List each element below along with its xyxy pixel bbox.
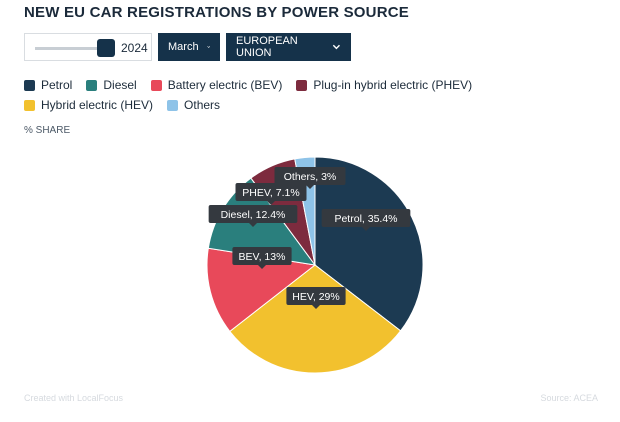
legend-item-others[interactable]: Others (167, 98, 220, 112)
data-label-others: Others, 3% (274, 167, 346, 189)
year-slider[interactable]: 2024 (24, 33, 152, 61)
legend-swatch (296, 79, 308, 91)
data-label-text: HEV, 29% (292, 291, 339, 303)
legend-label: Others (184, 98, 221, 112)
data-label-box (232, 247, 292, 265)
region-dropdown[interactable]: EUROPEAN UNION (226, 33, 351, 61)
legend-label: Battery electric (BEV) (167, 78, 283, 92)
unit-label: % SHARE (24, 125, 71, 136)
pie-slice-hev[interactable] (229, 264, 402, 374)
data-label-pointer (267, 201, 275, 205)
legend-item-hev[interactable]: Hybrid electric (HEV) (24, 98, 153, 112)
credit-text: Created with LocalFocus (24, 393, 124, 403)
data-label-diesel: Diesel, 12.4% (208, 205, 298, 227)
legend-swatch (86, 79, 98, 91)
data-label-pointer (312, 305, 320, 309)
filter-controls: 2024 March EUROPEAN UNION (24, 33, 351, 61)
legend-label: Petrol (41, 78, 73, 92)
region-dropdown-label: EUROPEAN UNION (236, 35, 298, 59)
data-label-box (321, 209, 411, 227)
legend-swatch (150, 79, 162, 91)
data-label-text: Others, 3% (284, 171, 337, 183)
legend-item-bev[interactable]: Battery electric (BEV) (150, 78, 283, 92)
pie-slice-petrol[interactable] (314, 156, 424, 332)
month-dropdown[interactable]: March (158, 33, 220, 61)
year-value: 2024 (121, 41, 148, 55)
data-label-box (286, 287, 346, 305)
source-text: Source: ACEA (540, 393, 598, 403)
legend-label: Hybrid electric (HEV) (41, 98, 154, 112)
chevron-down-icon (206, 46, 210, 48)
data-label-text: PHEV, 7.1% (242, 187, 299, 199)
legend-label: Diesel (103, 78, 137, 92)
legend-swatch (24, 99, 35, 111)
month-dropdown-label: March (168, 41, 199, 53)
data-label-phev: PHEV, 7.1% (235, 183, 307, 205)
data-label-bev: BEV, 13% (232, 247, 292, 269)
data-label-box (235, 183, 307, 201)
data-label-text: Diesel, 12.4% (221, 209, 286, 221)
data-label-pointer (362, 227, 370, 231)
legend-label: Plug-in hybrid electric (PHEV) (313, 78, 473, 92)
chevron-down-icon (333, 44, 341, 50)
data-label-text: BEV, 13% (239, 251, 286, 263)
data-label-box (208, 205, 298, 223)
data-label-hev: HEV, 29% (286, 287, 346, 309)
slider-track[interactable] (35, 47, 111, 50)
legend: Petrol Diesel Battery electric (BEV) Plu… (24, 78, 604, 112)
data-label-petrol: Petrol, 35.4% (321, 209, 411, 231)
data-label-pointer (306, 185, 314, 189)
data-label-box (274, 167, 346, 185)
legend-item-petrol[interactable]: Petrol (24, 78, 72, 92)
data-label-pointer (258, 265, 266, 269)
legend-swatch (24, 79, 35, 91)
pie-slice-bev[interactable] (206, 247, 317, 333)
legend-item-phev[interactable]: Plug-in hybrid electric (PHEV) (296, 78, 472, 92)
slider-handle[interactable] (97, 39, 115, 57)
data-label-text: Petrol, 35.4% (334, 213, 397, 225)
legend-item-diesel[interactable]: Diesel (86, 78, 137, 92)
chart-title: NEW EU CAR REGISTRATIONS BY POWER SOURCE (24, 4, 409, 21)
data-label-pointer (249, 223, 257, 227)
legend-swatch (167, 99, 179, 111)
